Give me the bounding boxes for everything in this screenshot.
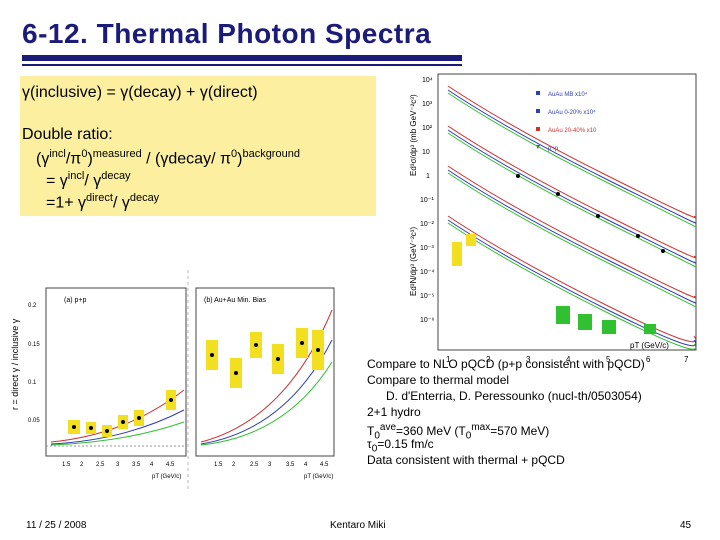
- spectra-data-points: [452, 174, 665, 334]
- data-points-a: [68, 390, 176, 437]
- spectra-ytick-4: 1: [426, 173, 430, 180]
- spectra-ytick-9: 10⁻⁵: [420, 293, 434, 300]
- footer-date: 11 / 25 / 2008: [26, 520, 87, 531]
- legend-item-2: AuAu 20-40% x10: [548, 128, 597, 134]
- spectra-ytick-5: 10⁻¹: [420, 197, 434, 204]
- ratio-ylabel: r = direct γ / inclusive γ: [10, 318, 20, 410]
- spectra-ytick-2: 10²: [422, 125, 433, 132]
- spectra-frame: [437, 73, 697, 351]
- spectra-ytick-8: 10⁻⁴: [420, 269, 435, 276]
- spectra-curves: [447, 85, 697, 350]
- xtick-a-2: 2.5: [96, 462, 105, 468]
- xlabel-a: pT (GeV/c): [152, 474, 181, 480]
- spectra-ytick-6: 10⁻²: [420, 221, 434, 228]
- spectra-xtick-5: 6: [646, 355, 651, 364]
- ratio-plot: r = direct γ / inclusive γ (a) p+p (b) A…: [6, 270, 342, 490]
- spectra-plot: Ed³N/dp³ (GeV⁻²c³) Ed³σ/dp³ (mb GeV⁻²c³)…: [408, 66, 704, 366]
- xtick-b-5: 4: [304, 462, 308, 468]
- xlabel-b: pT (GeV/c): [304, 474, 333, 480]
- ytick-1: 0.15: [28, 342, 40, 348]
- spectra-ylabel: Ed³N/dp³ (GeV⁻²c³): [409, 227, 418, 296]
- footer-author: Kentaro Miki: [330, 520, 386, 531]
- spectra-ylabel2: Ed³σ/dp³ (mb GeV⁻²c³): [409, 94, 418, 176]
- caption-line-3: D. d'Enterria, D. Peressounko (nucl-th/0…: [386, 389, 642, 403]
- equation-ratio-step3: =1+ γdirect/ γdecay: [46, 192, 160, 212]
- spectra-xtick-6: 7: [684, 355, 689, 364]
- xtick-b-6: 4.5: [320, 462, 329, 468]
- xtick-b-3: 3: [268, 462, 272, 468]
- footer-page-number: 45: [680, 520, 692, 531]
- equation-double-ratio: (γincl/π0)measured / (γdecay/ π0)backgro…: [36, 148, 300, 168]
- spectra-xtick-2: 3: [526, 355, 531, 364]
- xtick-a-6: 4.5: [166, 462, 175, 468]
- xtick-b-2: 2.5: [250, 462, 259, 468]
- panel-a-frame: [45, 287, 187, 457]
- caption-line-7: Data consistent with thermal + pQCD: [367, 453, 565, 467]
- xtick-b-0: 1.5: [214, 462, 223, 468]
- legend-item-3: p+p: [548, 146, 559, 152]
- xtick-b-4: 3.5: [286, 462, 295, 468]
- caption-line-6: τ0=0.15 fm/c: [367, 437, 434, 455]
- double-ratio-label: Double ratio:: [22, 126, 113, 143]
- caption-line-5: T0ave=360 MeV (T0max=570 MeV): [367, 422, 550, 442]
- pqcd-curve-b3: [200, 361, 333, 446]
- caption-line-1: Compare to NLO pQCD (p+p consistent with…: [367, 357, 645, 371]
- caption-line-4: 2+1 hydro: [367, 405, 421, 419]
- xtick-a-5: 4: [150, 462, 154, 468]
- xtick-b-1: 2: [232, 462, 236, 468]
- spectra-ytick-1: 10³: [422, 101, 433, 108]
- spectra-xlabel: pT (GeV/c): [630, 341, 669, 350]
- title-underline: [22, 55, 462, 61]
- legend-item-0: AuAu MB x10⁴: [548, 91, 588, 98]
- xtick-a-1: 2: [80, 462, 84, 468]
- spectra-ytick-3: 10: [422, 149, 430, 156]
- spectra-ytick-7: 10⁻³: [420, 245, 434, 252]
- spectra-xtick-1: 2: [486, 355, 491, 364]
- ytick-3: 0.05: [28, 418, 40, 424]
- xtick-a-0: 1.5: [62, 462, 71, 468]
- xtick-a-3: 3: [116, 462, 120, 468]
- title-underline-thin: [22, 64, 462, 66]
- equation-box: [20, 76, 376, 216]
- panel-b-label: (b) Au+Au Min. Bias: [204, 297, 267, 304]
- ytick-2: 0.1: [28, 380, 37, 386]
- caption-line-2: Compare to thermal model: [367, 373, 510, 387]
- equation-ratio-step2: = γincl/ γdecay: [46, 170, 131, 190]
- legend-item-1: AuAu 0-20% x10⁴: [548, 109, 596, 116]
- spectra-xtick-3: 4: [566, 355, 571, 364]
- pqcd-curve-a3: [50, 421, 185, 446]
- spectra-ytick-10: 10⁻⁶: [420, 317, 434, 324]
- pqcd-curve-a2: [50, 409, 185, 445]
- slide-title: 6-12. Thermal Photon Spectra: [22, 18, 432, 49]
- panel-a-label: (a) p+p: [64, 297, 86, 304]
- spectra-ytick-0: 10⁴: [422, 77, 433, 84]
- data-points-b: [206, 328, 324, 388]
- equation-inclusive: γ(inclusive) = γ(decay) + γ(direct): [22, 84, 258, 101]
- panel-b-frame: [195, 287, 335, 457]
- spectra-xtick-0: 1: [446, 355, 451, 364]
- spectra-xtick-4: 5: [606, 355, 611, 364]
- xtick-a-4: 3.5: [132, 462, 141, 468]
- ytick-0: 0.2: [28, 303, 37, 309]
